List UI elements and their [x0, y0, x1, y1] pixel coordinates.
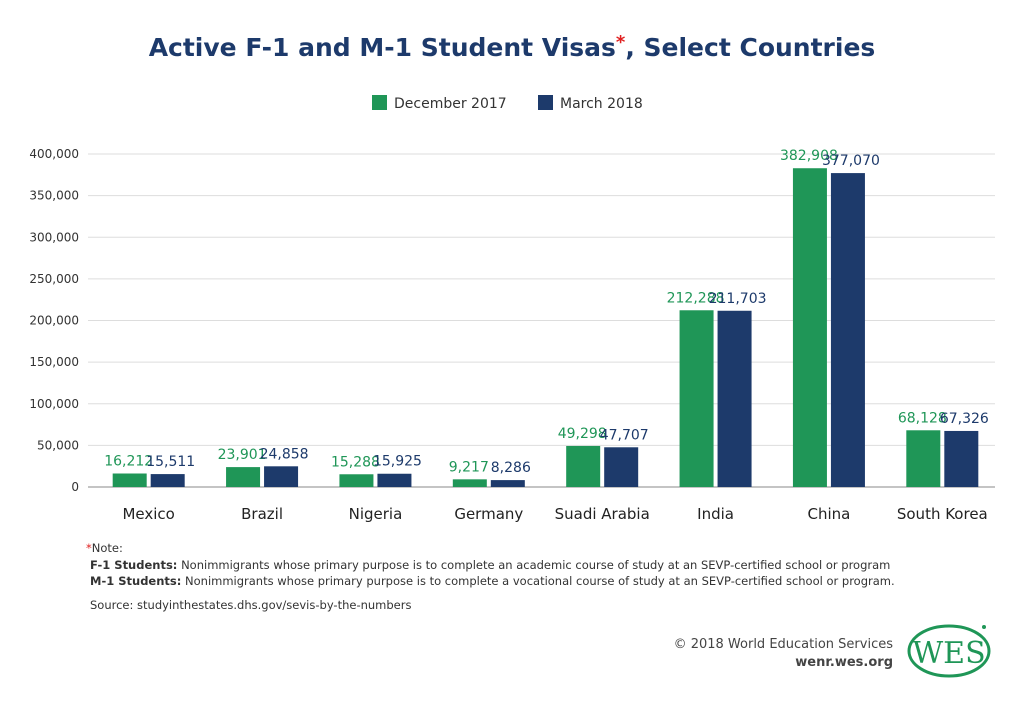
y-tick-label: 150,000	[29, 355, 79, 369]
data-label: 68,128	[898, 410, 947, 426]
bar-suadi-arabia-0	[566, 445, 601, 487]
bar-china-0	[792, 168, 827, 487]
bar-nigeria-1	[377, 473, 412, 487]
data-label: 49,298	[558, 426, 607, 442]
bar-suadi-arabia-1	[604, 447, 639, 487]
bar-mexico-1	[150, 474, 185, 487]
category-label: China	[808, 505, 851, 523]
gridlines	[88, 153, 995, 488]
y-tick-label: 100,000	[29, 397, 79, 411]
data-label: 23,901	[218, 447, 267, 463]
data-label: 15,511	[146, 454, 195, 470]
bar-nigeria-0	[339, 474, 374, 487]
data-label: 9,217	[449, 459, 489, 475]
y-tick-label: 400,000	[29, 147, 79, 161]
bar-germany-0	[452, 479, 487, 487]
svg-text:WES: WES	[912, 636, 985, 671]
data-label: 377,070	[822, 153, 880, 169]
data-label: 211,703	[709, 291, 767, 307]
category-label: Germany	[454, 505, 523, 523]
data-label: 47,707	[600, 427, 649, 443]
source-text: Source: studyinthestates.dhs.gov/sevis-b…	[90, 598, 411, 612]
y-tick-label: 200,000	[29, 314, 79, 328]
x-axis: Mexico Brazil Nigeria Germany Suadi Arabia In…	[122, 505, 987, 523]
y-tick-label: 250,000	[29, 272, 79, 286]
bar-brazil-1	[264, 466, 299, 487]
legend-swatch-dec-2017	[372, 95, 387, 110]
bar-india-0	[679, 310, 714, 487]
data-label: 382,908	[780, 148, 838, 164]
data-label: 212,288	[667, 290, 725, 306]
y-tick-label: 300,000	[29, 230, 79, 244]
legend-swatch-mar-2018	[538, 95, 553, 110]
category-label: Brazil	[241, 505, 283, 523]
bar-mexico-0	[112, 473, 147, 487]
bar-china-1	[830, 173, 865, 487]
y-tick-label: 50,000	[37, 438, 79, 452]
data-label: 15,925	[373, 454, 422, 470]
y-tick-label: 0	[71, 480, 79, 494]
data-label: 16,212	[104, 454, 153, 470]
data-label: 15,288	[331, 454, 380, 470]
category-label: South Korea	[897, 505, 988, 523]
note-m1: M-1 Students: Nonimmigrants whose primar…	[90, 574, 895, 588]
bar-south-korea-1	[944, 430, 979, 487]
site-url: wenr.wes.org	[795, 655, 893, 670]
bar-india-1	[717, 310, 752, 487]
legend: December 2017 March 2018	[372, 95, 643, 112]
category-label: Mexico	[122, 505, 174, 523]
wes-logo: WES	[907, 624, 991, 678]
data-label: 24,858	[260, 446, 309, 462]
category-label: Suadi Arabia	[555, 505, 650, 523]
category-label: Nigeria	[349, 505, 403, 523]
legend-label-mar-2018: March 2018	[560, 96, 643, 112]
y-tick-label: 350,000	[29, 189, 79, 203]
data-label: 8,286	[491, 460, 531, 476]
bar-brazil-0	[226, 467, 261, 487]
data-label: 67,326	[940, 411, 989, 427]
note-f1: F-1 Students: Nonimmigrants whose primar…	[90, 558, 890, 572]
y-axis: 0 50,000 100,000 150,000 200,000 250,000 300,0…	[29, 147, 79, 494]
legend-label-dec-2017: December 2017	[394, 96, 507, 112]
bar-south-korea-0	[906, 430, 941, 487]
note-heading: *Note:	[86, 541, 123, 555]
category-label: India	[697, 505, 734, 523]
chart-title: Active F-1 and M-1 Student Visas*, Selec…	[149, 32, 876, 62]
bar-germany-1	[490, 480, 525, 487]
copyright: © 2018 World Education Services	[674, 637, 894, 652]
notes: *Note: F-1 Students: Nonimmigrants whose…	[86, 541, 895, 612]
